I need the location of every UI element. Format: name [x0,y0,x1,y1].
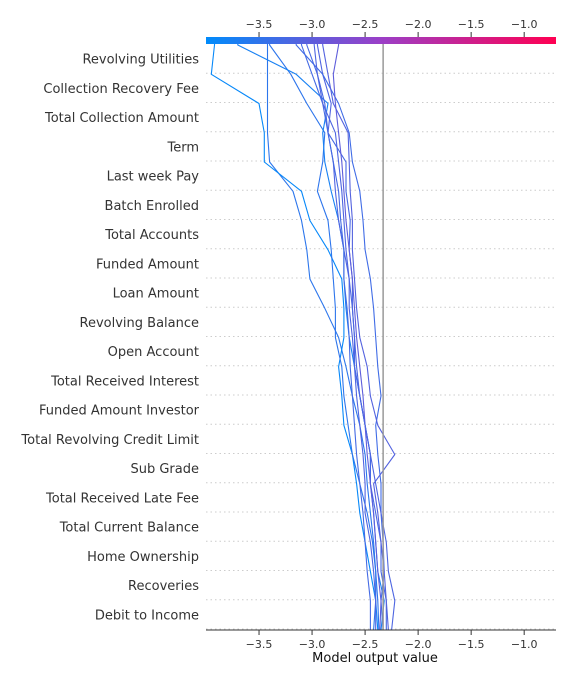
feature-label: Term [166,140,199,155]
feature-label: Collection Recovery Fee [43,82,199,97]
feature-label: Total Current Balance [59,521,199,536]
decision-path [332,39,382,631]
bottom-tick-label: −3.0 [299,638,326,651]
bottom-tick-label: −2.5 [352,638,379,651]
feature-label: Last week Pay [107,170,200,185]
feature-label: Total Accounts [104,228,199,243]
decision-path [322,39,396,631]
feature-label: Debit to Income [95,608,199,623]
bottom-tick-label: −1.0 [511,638,538,651]
output-colorbar [206,37,556,44]
feature-label: Recoveries [128,579,199,594]
decision-path [266,39,377,631]
decision-path [295,39,385,631]
top-tick-label: −3.5 [246,18,273,31]
feature-label: Loan Amount [113,287,199,302]
feature-label: Revolving Balance [80,316,199,331]
feature-label: Total Received Interest [50,374,199,389]
top-tick-label: −1.0 [511,18,538,31]
top-tick-label: −2.0 [405,18,432,31]
bottom-tick-label: −1.5 [458,638,485,651]
top-tick-label: −2.5 [352,18,379,31]
feature-label: Open Account [108,345,199,360]
feature-label: Total Revolving Credit Limit [20,433,199,448]
bottom-tick-label: −2.0 [405,638,432,651]
x-axis-title: Model output value [312,651,438,666]
feature-label: Total Received Late Fee [45,491,199,506]
bottom-axis: −3.5 −3.0 −2.5 −2.0 −1.5 −1.0 [206,629,556,651]
feature-label: Funded Amount Investor [39,404,200,419]
top-axis: −3.5 −3.0 −2.5 −2.0 −1.5 −1.0 [246,18,538,37]
feature-labels: Revolving Utilities Collection Recovery F… [20,53,199,624]
bottom-tick-label: −3.5 [246,638,273,651]
decision-path [269,39,380,631]
feature-label: Revolving Utilities [82,53,199,68]
top-tick-label: −3.0 [299,18,326,31]
feature-label: Total Collection Amount [44,111,199,126]
feature-label: Home Ownership [87,550,199,565]
decision-path [210,39,379,631]
top-tick-label: −1.5 [458,18,485,31]
decision-path [300,39,371,630]
feature-label: Batch Enrolled [105,199,199,214]
feature-label: Sub Grade [130,462,199,477]
feature-label: Funded Amount [96,257,199,272]
